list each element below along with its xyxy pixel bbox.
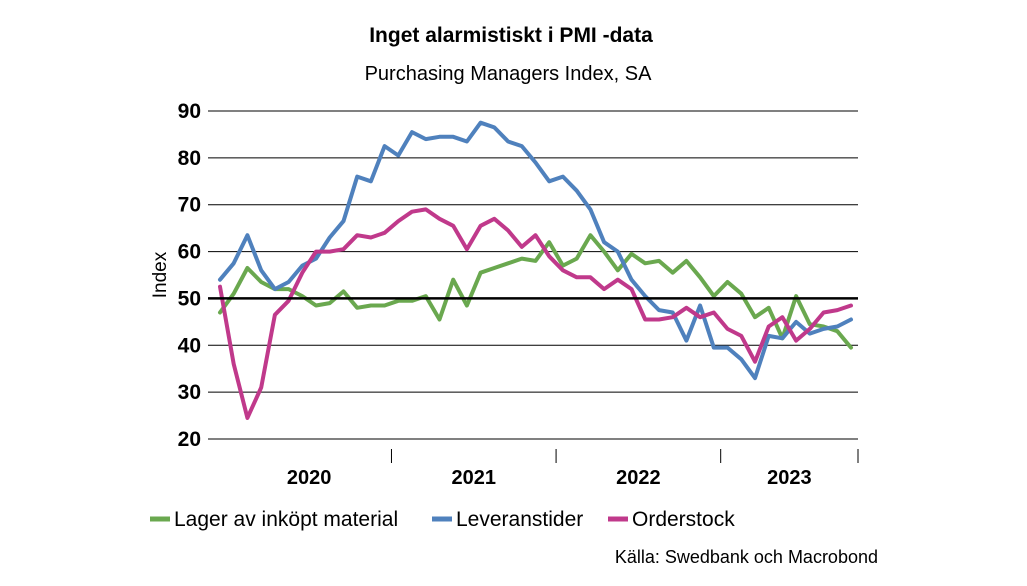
- y-tick-label: 60: [178, 241, 201, 264]
- y-tick-label: 50: [178, 287, 201, 310]
- y-tick-label: 30: [178, 381, 201, 404]
- legend: Lager av inköpt material Leveranstider Ord…: [150, 508, 735, 531]
- legend-label-0: Lager av inköpt material: [174, 508, 398, 531]
- source-note: Källa: Swedbank och Macrobond: [615, 547, 878, 567]
- x-tick-label: 2022: [616, 467, 661, 489]
- y-axis-label: Index: [150, 251, 171, 298]
- legend-label-2: Orderstock: [632, 508, 735, 531]
- series-line-2: [218, 207, 853, 420]
- series-line-1: [218, 120, 853, 381]
- x-axis: 2020 2021 2022 2023: [287, 449, 859, 489]
- legend-label-1: Leveranstider: [456, 508, 583, 531]
- chart-subtitle: Purchasing Managers Index, SA: [365, 63, 652, 85]
- x-tick-label: 2021: [452, 467, 497, 489]
- series-lines: [218, 120, 853, 420]
- y-tick-label: 40: [178, 334, 201, 357]
- series-line-0: [218, 233, 853, 350]
- y-tick-label: 70: [178, 194, 201, 217]
- x-tick-label: 2020: [287, 467, 332, 489]
- x-tick-label: 2023: [767, 467, 812, 489]
- chart-title: Inget alarmistiskt i PMI -data: [369, 24, 653, 47]
- y-tick-label: 20: [178, 428, 201, 451]
- y-tick-label: 90: [178, 100, 201, 123]
- y-tick-label: 80: [178, 147, 201, 170]
- y-axis-ticks: 20 30 40 50 60 70 80 90: [178, 100, 201, 451]
